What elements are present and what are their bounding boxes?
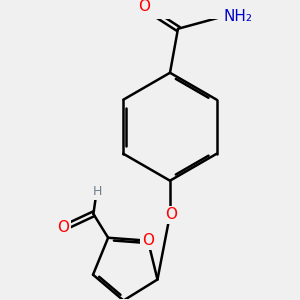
Text: O: O [165, 207, 177, 222]
Text: H: H [93, 185, 102, 199]
Text: O: O [57, 220, 69, 236]
Text: NH₂: NH₂ [224, 9, 253, 24]
Text: O: O [138, 0, 150, 14]
Text: O: O [142, 233, 154, 248]
